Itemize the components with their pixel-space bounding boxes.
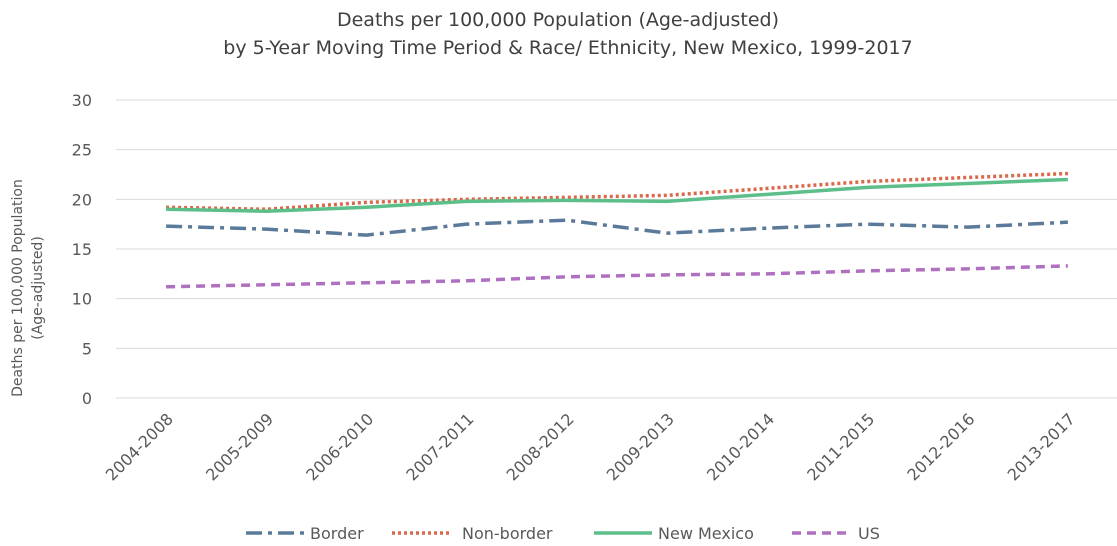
- x-tick-label: 2008-2012: [503, 409, 578, 484]
- y-tick-label: 0: [82, 389, 92, 408]
- x-tick-label: 2011-2015: [803, 409, 878, 484]
- y-axis-ticks: 0 5 10 15 20 25 30: [72, 91, 92, 408]
- series-lines: [166, 171, 1068, 289]
- x-tick-label: 2007-2011: [402, 409, 477, 484]
- chart-subtitle: by 5-Year Moving Time Period & Race/ Eth…: [223, 37, 912, 59]
- y-tick-label: 10: [72, 290, 92, 309]
- x-tick-label: 2010-2014: [703, 409, 778, 484]
- gridlines: [116, 99, 1117, 399]
- y-tick-label: 15: [72, 240, 92, 259]
- series-line-non-border: [166, 171, 1068, 212]
- legend: Border Non-border New Mexico US: [246, 524, 880, 543]
- legend-label: Non-border: [462, 524, 553, 543]
- x-tick-label: 2012-2016: [903, 409, 978, 484]
- legend-label: New Mexico: [658, 524, 754, 543]
- series-line-border: [166, 218, 1068, 237]
- x-axis-ticks: 2004-2008 2005-2009 2006-2010 2007-2011 2008…: [102, 409, 1079, 484]
- x-tick-label: 2004-2008: [102, 409, 177, 484]
- legend-label: US: [858, 524, 880, 543]
- series-line-new-mexico: [166, 177, 1068, 214]
- legend-label: Border: [310, 524, 364, 543]
- y-axis-label-line2: (Age-adjusted): [30, 236, 46, 340]
- y-tick-label: 5: [82, 339, 92, 358]
- y-tick-label: 25: [72, 141, 92, 160]
- x-tick-label: 2006-2010: [302, 409, 377, 484]
- y-tick-label: 30: [72, 91, 92, 110]
- x-tick-label: 2009-2013: [603, 409, 678, 484]
- y-tick-label: 20: [72, 190, 92, 209]
- y-axis-label-line1: Deaths per 100,000 Population: [10, 179, 26, 397]
- x-tick-label: 2005-2009: [202, 409, 277, 484]
- series-line-us: [166, 264, 1068, 289]
- x-tick-label: 2013-2017: [1004, 409, 1079, 484]
- chart-title: Deaths per 100,000 Population (Age-adjus…: [337, 9, 779, 31]
